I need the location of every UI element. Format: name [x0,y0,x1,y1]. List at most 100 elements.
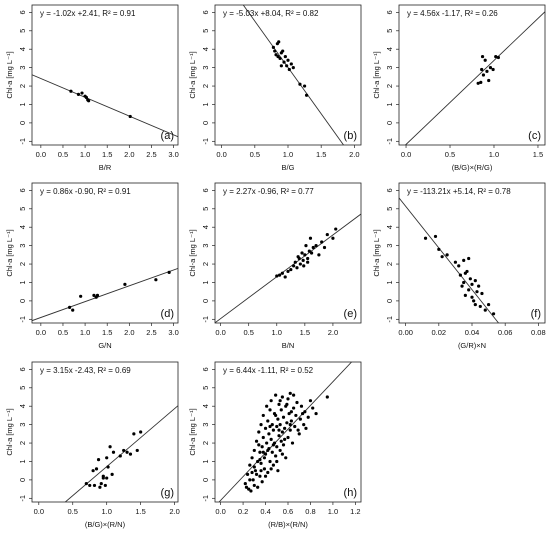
data-point [293,260,297,264]
data-point [483,308,487,312]
data-point [278,448,282,453]
data-point [470,295,474,299]
data-point [277,428,281,432]
data-point [480,291,484,296]
data-point [154,278,158,282]
y-tick-label: 2 [18,441,27,445]
regression-equation: y = 0.86x -0.90, R² = 0.91 [40,187,131,196]
data-point [287,67,291,72]
x-tick-label: 0.4 [260,507,270,516]
x-axis-label: G/N [98,341,111,350]
y-tick-label: 2 [18,84,27,88]
data-point [281,49,285,53]
x-tick-label: 1.5 [300,328,310,337]
x-tick-label: 0.5 [58,150,68,159]
data-point [296,255,300,259]
data-point [480,67,484,72]
y-tick-label: 4 [201,404,210,408]
data-point [139,430,143,434]
fit-line-d [32,267,178,322]
plot-frame [398,4,546,146]
data-point [483,58,487,62]
data-point [496,55,500,60]
regression-equation: y = -113.21x +5.14, R² = 0.78 [407,187,511,196]
data-point [266,419,270,423]
data-point [263,426,268,430]
data-point [280,452,284,456]
y-tick-label: 3 [201,244,210,248]
data-point [76,92,81,96]
x-tick-label: 2.0 [124,150,134,159]
data-point [92,293,96,297]
data-point [95,293,100,297]
x-axis-label: (R/B)×(R/N) [268,520,308,529]
data-point [283,54,287,59]
data-point [123,282,127,286]
data-point [167,270,171,274]
data-point [252,465,256,469]
data-point [282,60,286,64]
data-point [440,255,444,259]
data-point [491,312,496,316]
y-tick-label: -1 [201,316,210,323]
x-tick-label: 0.6 [283,507,293,516]
y-tick-label: 3 [18,244,27,248]
y-tick-label: -1 [18,316,27,323]
x-tick-label: 1.2 [350,507,360,516]
y-tick-label: 5 [18,386,27,390]
panel-h: 0.0 0.2 0.4 0.6 0.8 1.0 1.2 -1 0 1 2 3 4 5 6 (R/B)×(R/N… [188,361,362,529]
x-tick-label: 1.0 [283,150,293,159]
y-tick-label: 1 [18,459,27,463]
data-point [257,443,261,447]
y-tick-label: 1 [385,102,394,106]
data-point [286,435,290,440]
x-axis-label: B/N [282,341,295,350]
regression-equation: y = -1.02x +2.41, R² = 0.91 [40,9,136,18]
data-point [105,456,109,460]
y-tick-label: 2 [201,262,210,266]
data-point [270,450,274,454]
x-tick-label: 1.5 [316,150,326,159]
data-point [295,400,299,405]
data-point [103,483,107,488]
x-tick-label: 0.5 [58,328,68,337]
data-point [267,432,271,436]
y-tick-label: 1 [201,280,210,284]
data-point [307,249,311,253]
data-point [250,456,254,460]
data-point [118,454,122,458]
x-tick-label: 2.5 [146,328,156,337]
x-tick-label: 3.0 [168,328,178,337]
y-tick-label: 5 [385,29,394,33]
y-tick-label: 2 [385,262,394,266]
data-point [277,402,281,406]
data-point [276,54,280,59]
data-point [302,264,306,268]
y-tick-label: 6 [385,188,394,192]
data-point [268,459,272,464]
x-axis-label: B/R [99,163,112,172]
data-point [99,481,103,486]
data-point [481,73,486,77]
data-point [98,485,102,489]
data-point [87,99,91,103]
x-tick-label: 1.0 [272,328,282,337]
x-tick-label: 0.0 [215,507,225,516]
regression-equation: y = 4.56x -1.17, R² = 0.26 [407,9,498,18]
data-point [280,395,284,399]
data-point [433,234,438,239]
y-tick-label: 2 [385,84,394,88]
panel-letter: (e) [344,308,357,320]
x-tick-label: 1.0 [489,150,499,159]
x-tick-label: 2.0 [124,328,134,337]
data-point [288,423,292,427]
x-tick-label: 0.04 [465,328,480,337]
data-point [279,408,283,412]
x-tick-label: 0.5 [243,328,253,337]
y-tick-label: 2 [201,84,210,88]
data-point [266,448,270,453]
y-tick-label: 4 [201,47,210,51]
data-point [279,439,283,443]
y-tick-label: 0 [385,299,394,303]
data-point [463,271,467,275]
